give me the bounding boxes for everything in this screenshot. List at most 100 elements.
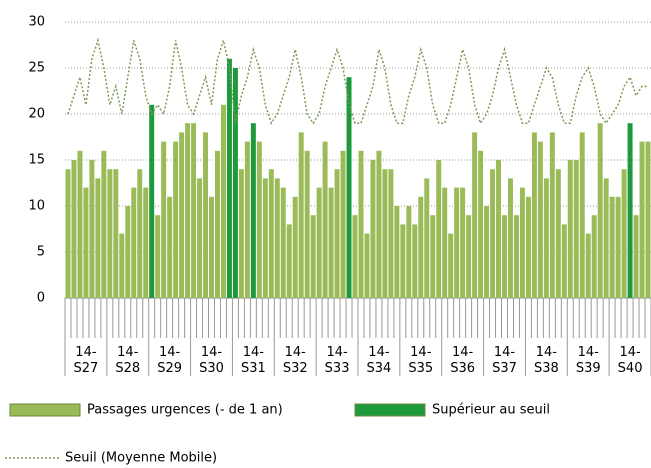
threshold-line xyxy=(67,37,649,125)
y-tick-label: 0 xyxy=(37,291,45,306)
bar xyxy=(149,104,155,298)
bar xyxy=(370,160,376,298)
bar xyxy=(113,169,119,298)
x-tick-label: 14-S30 xyxy=(199,345,224,376)
bar xyxy=(328,187,334,298)
bar xyxy=(340,150,346,298)
bar xyxy=(209,196,214,298)
bar xyxy=(537,141,543,298)
x-tick-label: 14-S28 xyxy=(115,345,140,376)
bar xyxy=(268,169,274,298)
bar xyxy=(406,206,412,298)
bar xyxy=(185,123,191,298)
bar xyxy=(460,187,466,298)
bar xyxy=(615,196,621,298)
x-tick-label: 14-S39 xyxy=(576,345,601,376)
bar xyxy=(472,132,478,298)
bar xyxy=(490,169,496,298)
bar xyxy=(531,132,537,298)
bar xyxy=(155,215,161,298)
bar xyxy=(173,141,179,298)
bar xyxy=(71,160,77,298)
bar xyxy=(143,187,149,298)
bar xyxy=(304,150,310,298)
bar xyxy=(310,215,316,298)
bar xyxy=(191,123,197,298)
x-tick-label: 14-S27 xyxy=(74,345,99,376)
legend-label: Seuil (Moyenne Mobile) xyxy=(65,451,217,466)
bar xyxy=(256,141,262,298)
bar xyxy=(334,169,340,298)
bar xyxy=(125,206,131,298)
bar xyxy=(609,196,615,298)
y-tick-label: 15 xyxy=(28,153,45,168)
bar xyxy=(561,224,567,298)
bar xyxy=(298,132,304,298)
legend-label: Passages urgences (- de 1 an) xyxy=(87,403,283,418)
bar xyxy=(555,169,561,298)
x-tick-label: 14-S35 xyxy=(408,345,433,376)
bar xyxy=(549,132,555,298)
legend-label: Supérieur au seuil xyxy=(432,403,550,418)
bar xyxy=(603,178,609,298)
bar xyxy=(364,233,370,298)
bar xyxy=(292,196,298,298)
bar xyxy=(382,169,388,298)
bar xyxy=(621,169,627,298)
bar xyxy=(322,141,328,298)
bar xyxy=(436,160,442,298)
bar xyxy=(179,132,185,298)
bar xyxy=(525,196,531,298)
bar xyxy=(89,160,95,298)
x-tick-label: 14-S32 xyxy=(283,345,308,376)
bar xyxy=(262,178,268,298)
bar xyxy=(400,224,406,298)
bar xyxy=(197,178,203,298)
bar xyxy=(633,215,639,298)
bar xyxy=(107,169,113,298)
x-tick-label: 14-S36 xyxy=(450,345,475,376)
bar xyxy=(352,215,358,298)
x-tick-label: 14-S29 xyxy=(157,345,182,376)
bar xyxy=(513,215,519,298)
bar xyxy=(645,141,651,298)
bar xyxy=(65,169,71,298)
bar xyxy=(639,141,645,298)
bar xyxy=(543,178,549,298)
bar xyxy=(388,169,394,298)
bar xyxy=(585,233,591,298)
x-tick-label: 14-S40 xyxy=(618,345,643,376)
bar xyxy=(161,141,167,298)
bar xyxy=(627,123,633,298)
bar xyxy=(478,150,484,298)
bar xyxy=(226,58,232,298)
bar xyxy=(597,123,603,298)
bar xyxy=(591,215,597,298)
bar xyxy=(131,187,137,298)
bar xyxy=(95,178,101,298)
bar xyxy=(418,196,424,298)
bar xyxy=(220,104,226,298)
bar xyxy=(232,68,238,298)
bar xyxy=(507,178,513,298)
bar xyxy=(519,187,525,298)
bar xyxy=(250,123,256,298)
legend-swatch xyxy=(9,403,81,417)
x-tick-label: 14-S37 xyxy=(492,345,517,376)
bar xyxy=(358,150,364,298)
bar xyxy=(101,150,107,298)
bar xyxy=(280,187,286,298)
x-tick-label: 14-S38 xyxy=(534,345,559,376)
bar xyxy=(442,187,448,298)
bar xyxy=(496,160,502,298)
bar xyxy=(448,233,454,298)
bar xyxy=(466,215,472,298)
bar xyxy=(430,215,436,298)
bar xyxy=(394,206,400,298)
y-tick-label: 30 xyxy=(28,15,45,30)
bar xyxy=(412,224,418,298)
bar xyxy=(573,160,579,298)
bar xyxy=(316,187,322,298)
x-tick-label: 14-S34 xyxy=(367,345,392,376)
